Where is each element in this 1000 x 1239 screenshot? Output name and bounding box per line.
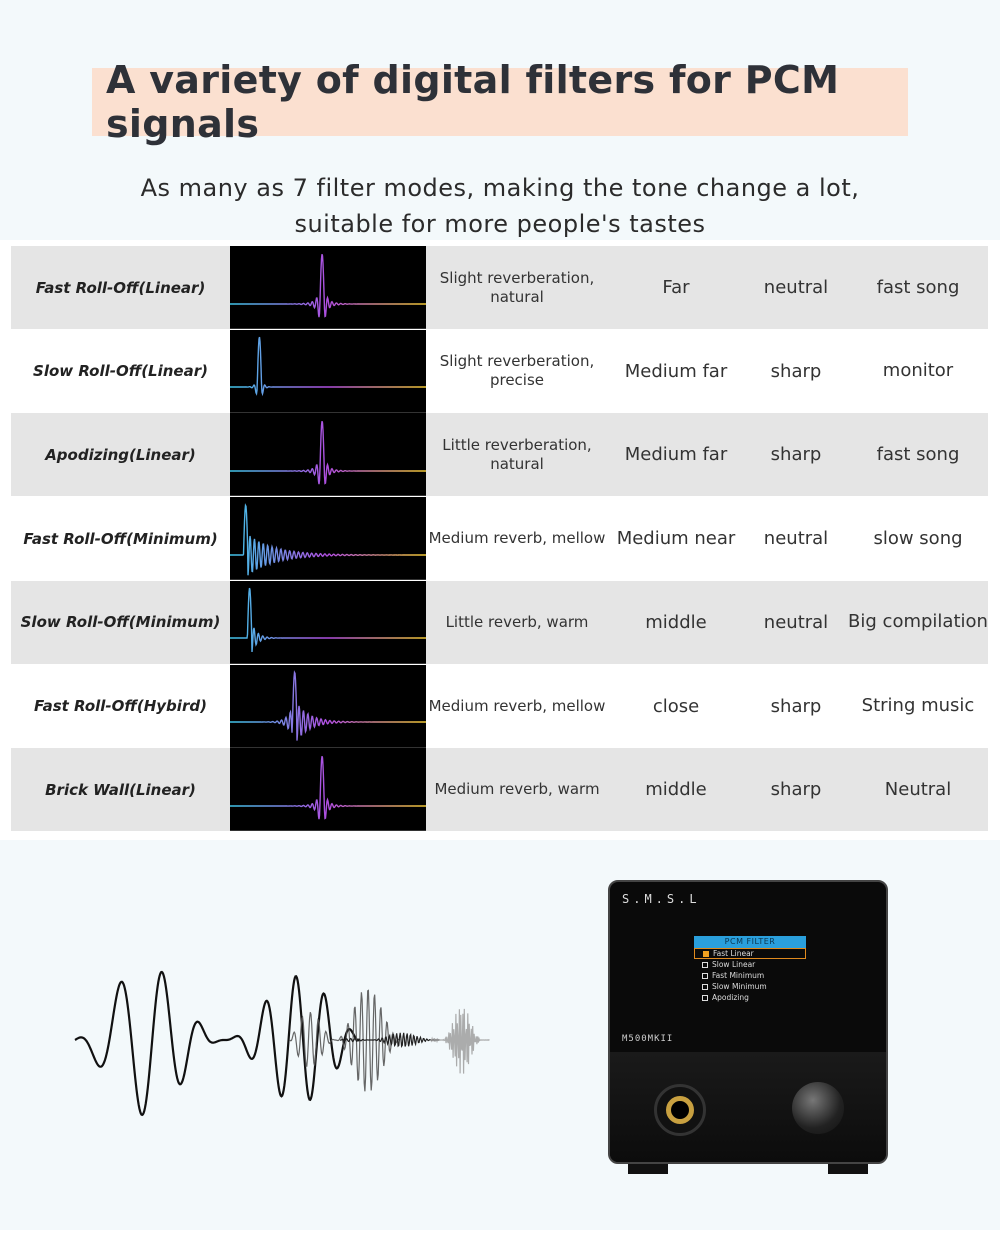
checkbox-icon <box>703 950 709 957</box>
device-foot <box>628 1164 668 1174</box>
impulse-waveform <box>230 502 426 575</box>
checkbox-icon <box>702 961 708 968</box>
device-front-panel <box>610 1052 886 1162</box>
menu-item[interactable]: Slow Linear <box>694 959 806 970</box>
filter-row: Fast Roll-Off(Minimum) Medium reverb, me… <box>11 497 988 581</box>
checkbox-icon <box>702 972 708 979</box>
filter-name: Fast Roll-Off(Hybird) <box>34 697 207 715</box>
impulse-waveform <box>230 588 426 653</box>
filter-name: Fast Roll-Off(Minimum) <box>23 529 218 548</box>
device-foot <box>828 1164 868 1174</box>
filter-description: Medium reverb, mellow <box>428 696 606 715</box>
menu-item[interactable]: Fast Minimum <box>694 970 806 981</box>
waveform-line <box>230 337 426 397</box>
impulse-response-graph <box>230 664 426 748</box>
headphone-jack <box>654 1084 706 1136</box>
impulse-response-graph <box>230 580 426 664</box>
filter-description: Little reverb, warm <box>445 612 589 631</box>
filter-tone: neutral <box>763 277 829 298</box>
wave-stroke <box>339 1032 440 1048</box>
filter-soundstage: middle <box>645 779 707 801</box>
filter-row: Slow Roll-Off(Linear) Slight reverberati… <box>11 329 988 413</box>
sound-wave-illustration <box>74 970 490 1117</box>
filter-row: Brick Wall(Linear) Medium reverb, warm m… <box>11 748 988 832</box>
impulse-response-graph <box>230 748 426 832</box>
filter-row: Apodizing(Linear) Little reverberation, … <box>11 413 988 497</box>
filter-name: Slow Roll-Off(Minimum) <box>20 613 221 632</box>
filter-row: Fast Roll-Off(Hybird) Medium reverb, mel… <box>11 664 988 748</box>
waveform-line <box>230 502 426 575</box>
filter-soundstage: Medium near <box>616 528 736 550</box>
title-banner: A variety of digital filters for PCM sig… <box>92 58 908 146</box>
filter-description: Medium reverb, warm <box>434 780 600 799</box>
waveform-line <box>230 420 426 485</box>
menu-item[interactable]: Apodizing <box>694 992 806 1003</box>
wave-stroke <box>429 1008 490 1074</box>
filter-soundstage: middle <box>645 611 707 633</box>
wave-stroke <box>289 989 401 1092</box>
filter-tone: neutral <box>763 611 829 633</box>
filter-genre: Neutral <box>884 778 952 800</box>
impulse-waveform <box>230 337 426 397</box>
menu-item-label: Fast Linear <box>713 949 754 958</box>
menu-title: PCM FILTER <box>694 936 806 948</box>
waveform-line <box>230 755 426 820</box>
menu-item-label: Apodizing <box>712 993 749 1002</box>
filter-row: Fast Roll-Off(Linear) Slight reverberati… <box>11 246 988 329</box>
filter-name: Slow Roll-Off(Linear) <box>33 362 208 381</box>
filter-soundstage: Far <box>662 277 690 298</box>
filter-soundstage: Medium far <box>624 360 728 382</box>
filter-genre: fast song <box>876 443 960 465</box>
filter-tone: neutral <box>763 528 829 550</box>
volume-knob[interactable] <box>792 1082 844 1134</box>
wave-stroke <box>74 970 361 1117</box>
filter-tone: sharp <box>770 695 822 717</box>
subtitle-line-2: suitable for more people's tastes <box>294 210 706 238</box>
filter-genre: Big compilation <box>848 611 988 633</box>
filter-description: Little reverberation, natural <box>442 435 592 473</box>
dac-device: S.M.S.L PCM FILTER Fast Linear Slow Linea… <box>608 880 888 1174</box>
impulse-waveform <box>230 670 426 741</box>
filter-name: Apodizing(Linear) <box>45 445 196 464</box>
filter-tone: sharp <box>770 360 822 382</box>
menu-item[interactable]: Fast Linear <box>694 948 806 959</box>
device-model: M500MKII <box>622 1034 674 1044</box>
checkbox-icon <box>702 983 708 990</box>
menu-item-label: Fast Minimum <box>712 971 765 980</box>
pcm-filter-menu: PCM FILTER Fast Linear Slow Linear Fast Mi… <box>694 936 806 1003</box>
impulse-response-graph <box>230 246 426 329</box>
menu-item-label: Slow Minimum <box>712 982 767 991</box>
impulse-waveform <box>230 253 426 318</box>
filter-tone: sharp <box>770 779 822 801</box>
filter-soundstage: close <box>652 695 700 717</box>
filter-description: Slight reverberation, precise <box>439 352 595 390</box>
impulse-waveform <box>230 420 426 485</box>
impulse-waveform <box>230 755 426 820</box>
filter-genre: slow song <box>873 527 963 549</box>
impulse-response-graph <box>230 413 426 497</box>
impulse-response-graph <box>230 497 426 581</box>
checkbox-icon <box>702 994 708 1001</box>
filter-name: Fast Roll-Off(Linear) <box>35 278 206 297</box>
filter-genre: monitor <box>882 360 954 382</box>
waveform-line <box>230 253 426 318</box>
filter-description: Medium reverb, mellow <box>428 529 606 548</box>
device-brand-logo: S.M.S.L <box>622 892 701 906</box>
menu-item[interactable]: Slow Minimum <box>694 981 806 992</box>
waveform-line <box>230 670 426 741</box>
filter-genre: fast song <box>876 276 960 298</box>
page-title: A variety of digital filters for PCM sig… <box>106 58 840 146</box>
subtitle-line-1: As many as 7 filter modes, making the to… <box>140 174 860 202</box>
filter-name: Brick Wall(Linear) <box>45 780 196 799</box>
menu-item-label: Slow Linear <box>712 960 756 969</box>
impulse-response-graph <box>230 329 426 413</box>
filter-row: Slow Roll-Off(Minimum) Little reverb, wa… <box>11 580 988 664</box>
filter-description: Slight reverberation, natural <box>439 268 595 306</box>
filter-tone: sharp <box>770 444 822 466</box>
waveform-line <box>230 588 426 653</box>
filter-soundstage: Medium far <box>624 444 728 466</box>
filter-genre: String music <box>861 695 975 716</box>
